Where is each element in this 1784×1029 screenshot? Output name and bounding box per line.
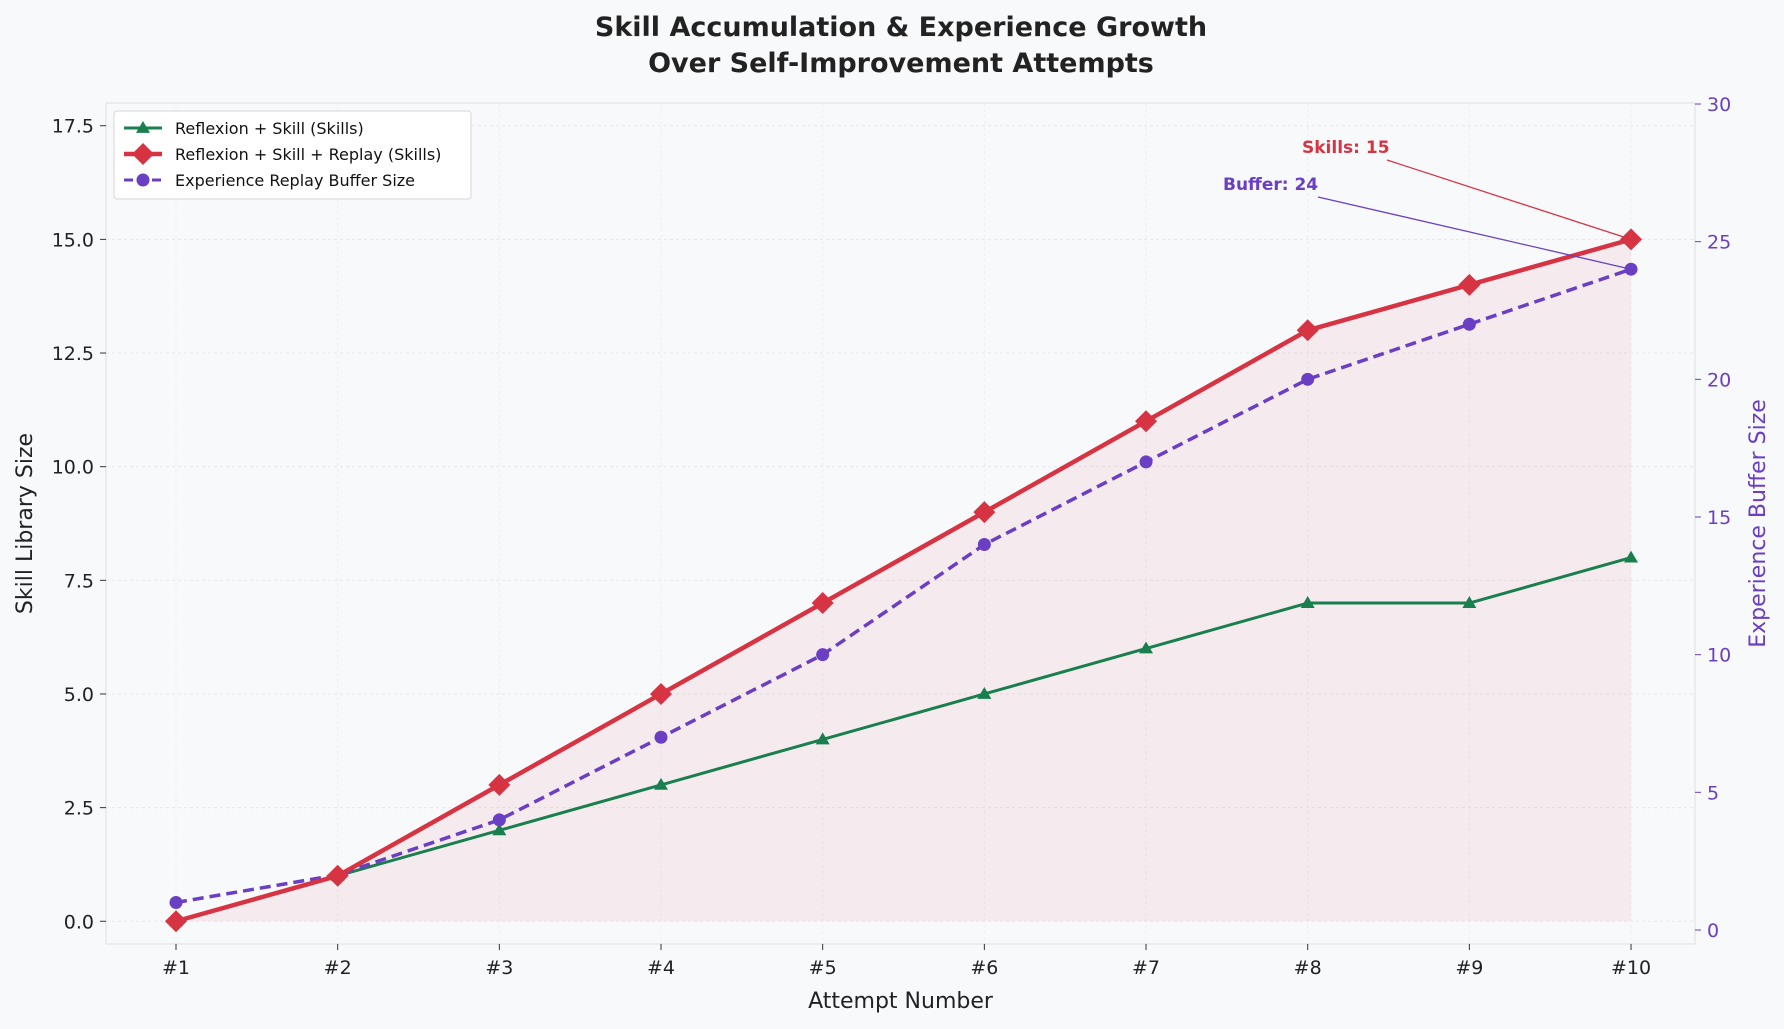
y-tick-label: 2.5 xyxy=(64,798,94,820)
x-tick-label: #9 xyxy=(1455,957,1483,979)
circle-marker xyxy=(136,173,150,187)
x-axis: #1 #2 #3 #4 #5 #6 #7 #8 #9 #10 xyxy=(162,944,1651,979)
y-right-tick-label: 30 xyxy=(1707,94,1731,116)
y-tick-label: 5.0 xyxy=(64,684,94,706)
legend-item: Reflexion + Skill + Replay (Skills) xyxy=(124,143,441,165)
y-axis-left: 0.0 2.5 5.0 7.5 10.0 12.5 15.0 17.5 xyxy=(52,116,106,933)
y-right-tick-label: 20 xyxy=(1707,369,1731,391)
y-right-tick-label: 25 xyxy=(1707,232,1731,254)
y-tick-label: 12.5 xyxy=(52,343,94,365)
circle-marker xyxy=(169,895,183,909)
annotations: Skills: 15 Buffer: 24 xyxy=(1223,138,1632,270)
triangle-marker xyxy=(1624,550,1639,563)
y-tick-label: 7.5 xyxy=(64,570,94,592)
diamond-marker xyxy=(165,910,187,933)
diamond-marker xyxy=(1135,410,1158,433)
legend-label: Experience Replay Buffer Size xyxy=(175,171,415,190)
x-tick-label: #6 xyxy=(970,957,998,979)
x-tick-label: #5 xyxy=(809,957,837,979)
legend-item: Experience Replay Buffer Size xyxy=(124,171,415,190)
legend-label: Reflexion + Skill (Skills) xyxy=(175,119,364,138)
triangle-marker xyxy=(492,823,507,836)
y-axis-label-left: Skill Library Size xyxy=(13,433,38,614)
series-line xyxy=(175,237,1632,924)
plot-frame xyxy=(105,102,1696,945)
plot-area xyxy=(106,103,1695,944)
triangle-marker xyxy=(136,121,150,133)
triangle-marker xyxy=(654,777,669,790)
diamond-marker xyxy=(326,864,349,887)
y-tick-label: 17.5 xyxy=(52,116,94,138)
circle-marker xyxy=(1462,317,1476,331)
diamond-marker xyxy=(1296,319,1319,342)
triangle-marker xyxy=(1139,641,1154,654)
annotation-arrow xyxy=(1317,196,1632,270)
legend-box xyxy=(113,110,472,200)
diamond-marker xyxy=(650,682,673,705)
circle-marker xyxy=(1301,372,1315,386)
circle-marker xyxy=(654,730,668,744)
y-tick-label: 15.0 xyxy=(52,229,94,251)
circle-marker xyxy=(1139,455,1153,469)
x-tick-label: #2 xyxy=(324,957,352,979)
chart-title-line-1: Skill Accumulation & Experience Growth xyxy=(595,12,1207,43)
diamond-marker xyxy=(488,773,511,796)
legend: Reflexion + Skill (Skills) Reflexion + Sk… xyxy=(113,110,472,200)
y-axis-label-right: Experience Buffer Size xyxy=(1746,399,1771,648)
diamond-marker xyxy=(811,592,834,615)
diamond-marker xyxy=(973,501,996,524)
triangle-marker xyxy=(977,686,992,699)
series-fill-area xyxy=(176,239,1632,922)
series-layer xyxy=(165,228,1643,933)
triangle-marker xyxy=(1300,596,1315,608)
legend-label: Reflexion + Skill + Replay (Skills) xyxy=(175,145,441,164)
series-2 xyxy=(169,262,1638,909)
x-tick-label: #10 xyxy=(1611,957,1651,979)
circle-marker xyxy=(977,538,991,552)
diamond-marker xyxy=(1458,273,1481,296)
y-right-tick-label: 10 xyxy=(1707,645,1731,667)
annotation-label: Buffer: 24 xyxy=(1223,175,1318,195)
x-tick-label: #4 xyxy=(647,957,675,979)
x-tick-label: #3 xyxy=(485,957,513,979)
x-tick-label: #1 xyxy=(162,957,190,979)
y-axis-right: 0 5 10 15 20 25 30 xyxy=(1695,94,1731,942)
y-right-tick-label: 15 xyxy=(1707,507,1731,529)
series-line xyxy=(175,556,1632,923)
x-axis-label: Attempt Number xyxy=(808,989,994,1014)
y-tick-label: 10.0 xyxy=(52,457,94,479)
triangle-marker xyxy=(1462,596,1477,608)
annotation-arrow xyxy=(1386,159,1632,240)
diamond-marker xyxy=(132,143,154,165)
annotation-label: Skills: 15 xyxy=(1302,138,1390,158)
y-right-tick-label: 0 xyxy=(1707,920,1719,942)
fill-area xyxy=(176,239,1632,922)
legend-item: Reflexion + Skill (Skills) xyxy=(124,119,364,138)
chart-title-line-2: Over Self-Improvement Attempts xyxy=(648,48,1154,79)
x-tick-label: #7 xyxy=(1132,957,1160,979)
triangle-marker xyxy=(815,732,830,745)
circle-marker xyxy=(492,813,506,827)
circle-marker xyxy=(816,648,830,662)
y-tick-label: 0.0 xyxy=(64,911,94,933)
series-1 xyxy=(165,228,1643,933)
x-tick-label: #8 xyxy=(1294,957,1322,979)
y-right-tick-label: 5 xyxy=(1707,782,1719,804)
